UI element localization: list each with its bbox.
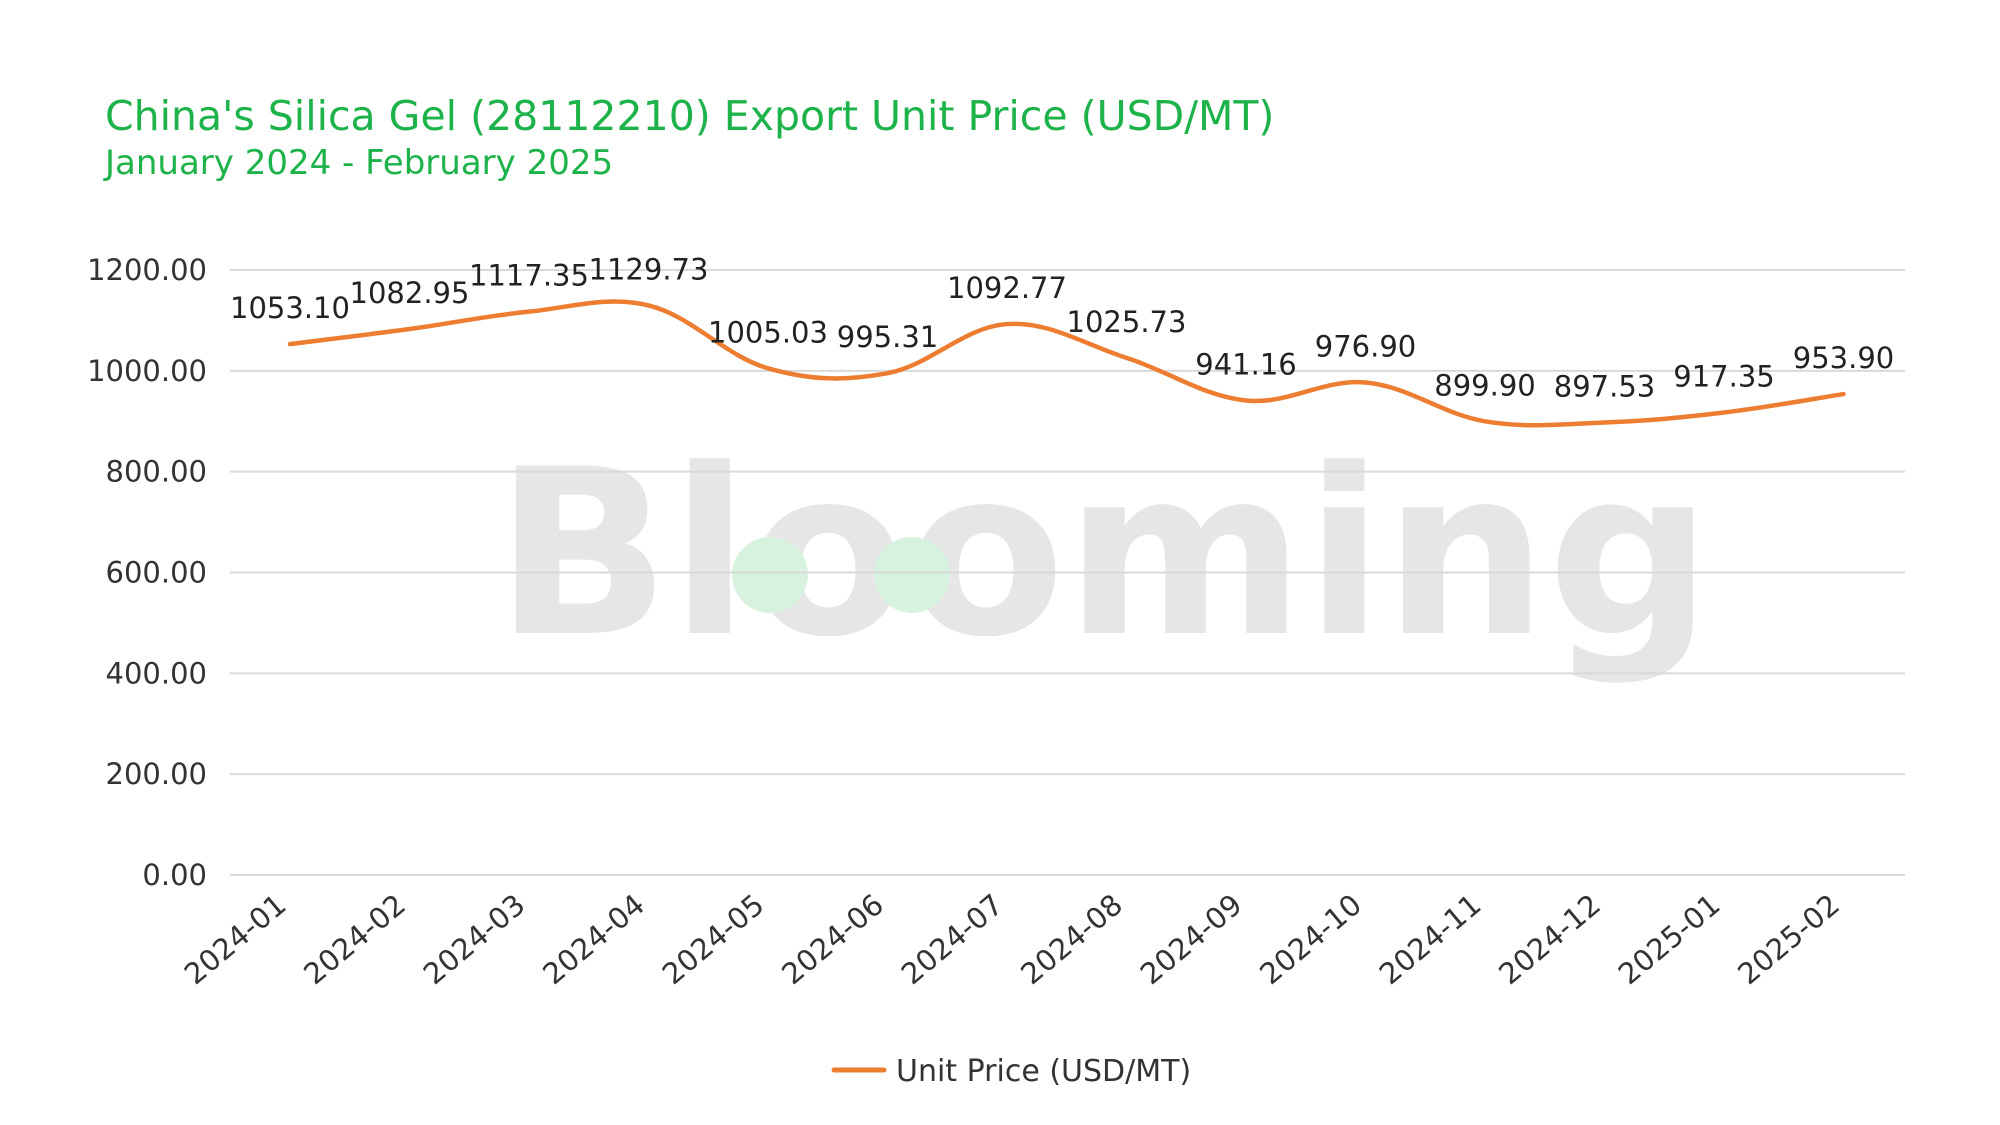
x-tick-label: 2025-01 xyxy=(1612,887,1727,991)
x-tick-label: 2024-10 xyxy=(1253,887,1368,991)
y-tick-label: 800.00 xyxy=(106,455,207,489)
data-label: 1092.77 xyxy=(947,271,1067,305)
x-tick-label: 2024-05 xyxy=(656,887,771,991)
x-tick-label: 2024-11 xyxy=(1373,887,1488,991)
x-axis-ticks: 2024-01 2024-02 2024-03 2024-04 2024-05 2024-… xyxy=(178,887,1846,991)
data-label: 976.90 xyxy=(1315,329,1416,363)
x-tick-label: 2024-09 xyxy=(1134,887,1249,991)
legend-label: Unit Price (USD/MT) xyxy=(896,1054,1191,1089)
x-tick-label: 2024-01 xyxy=(178,887,293,991)
y-tick-label: 1000.00 xyxy=(87,354,207,388)
data-label: 1129.73 xyxy=(589,252,709,286)
x-tick-label: 2024-08 xyxy=(1014,887,1129,991)
x-tick-label: 2024-03 xyxy=(417,887,532,991)
watermark-eye-right xyxy=(874,537,950,613)
data-label: 897.53 xyxy=(1554,369,1655,403)
y-axis-ticks: 0.00 200.00 400.00 600.00 800.00 1000.00 1200.… xyxy=(87,253,207,892)
data-label: 1025.73 xyxy=(1067,305,1187,339)
watermark-eye-left xyxy=(732,537,808,613)
data-label: 1082.95 xyxy=(350,276,470,310)
data-label: 917.35 xyxy=(1673,360,1774,394)
x-tick-label: 2024-12 xyxy=(1492,887,1607,991)
blooming-watermark-logo: Blooming xyxy=(495,421,1712,688)
y-tick-label: 400.00 xyxy=(106,656,207,690)
x-tick-label: 2024-07 xyxy=(895,887,1010,991)
y-tick-label: 600.00 xyxy=(106,556,207,590)
watermark-text: Blooming xyxy=(495,421,1712,688)
series-line-unit-price xyxy=(287,299,1846,428)
data-label: 995.31 xyxy=(837,320,938,354)
y-tick-label: 1200.00 xyxy=(87,253,207,287)
data-label: 953.90 xyxy=(1793,341,1894,375)
data-label: 1005.03 xyxy=(708,315,828,349)
x-tick-label: 2025-02 xyxy=(1731,887,1846,991)
x-tick-label: 2024-04 xyxy=(536,887,651,991)
y-tick-label: 0.00 xyxy=(142,858,207,892)
data-label: 941.16 xyxy=(1195,347,1296,381)
legend: Unit Price (USD/MT) xyxy=(831,1054,1191,1089)
data-label: 1117.35 xyxy=(469,259,589,293)
x-tick-label: 2024-06 xyxy=(775,887,890,991)
data-label: 899.90 xyxy=(1434,368,1535,402)
y-gridlines xyxy=(230,269,1905,876)
y-tick-label: 200.00 xyxy=(106,757,207,791)
x-tick-label: 2024-02 xyxy=(297,887,412,991)
chart-title: China's Silica Gel (28112210) Export Uni… xyxy=(105,92,1275,140)
data-label: 1053.10 xyxy=(230,291,350,325)
chart-subtitle: January 2024 - February 2025 xyxy=(105,143,614,183)
